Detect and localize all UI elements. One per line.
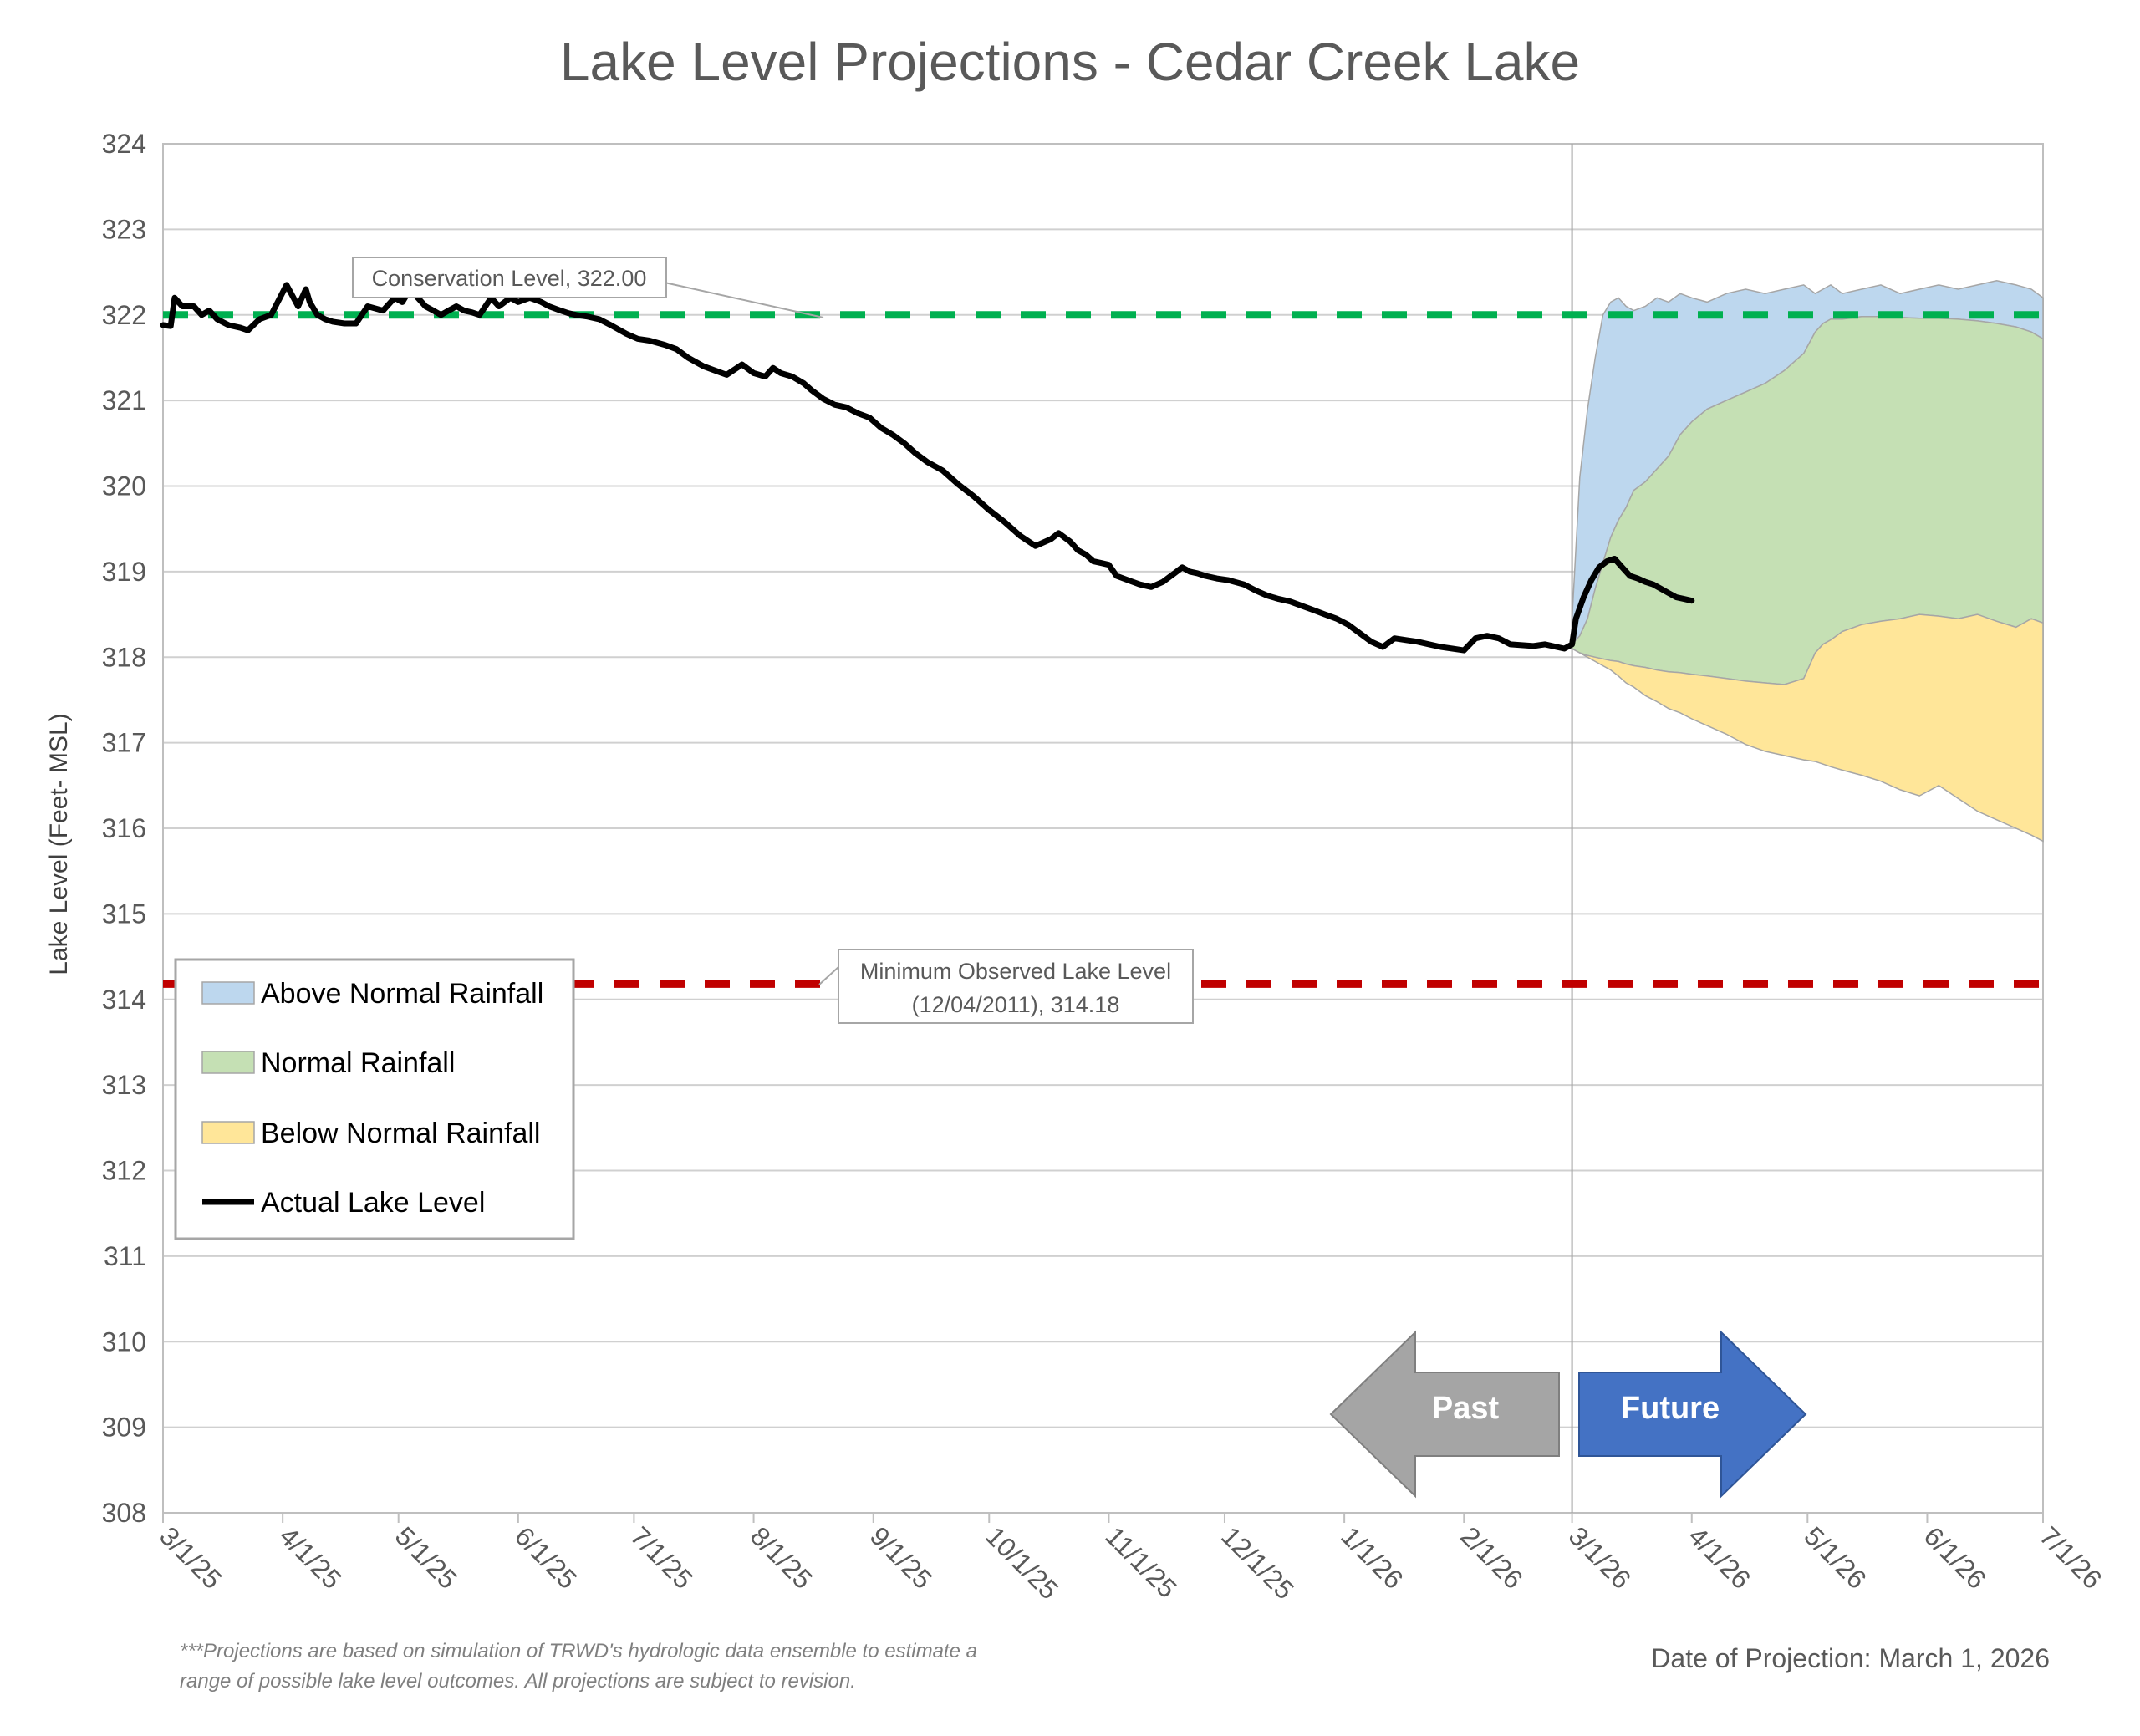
x-tick-6/1/26: 6/1/26 <box>1918 1520 1992 1594</box>
legend-swatch-below <box>201 1121 255 1144</box>
actual-lake-level-line <box>160 282 1695 654</box>
minimum-callout: Minimum Observed Lake Level (12/04/2011)… <box>818 949 1194 1024</box>
x-tick-12/1/25: 12/1/25 <box>1215 1520 1300 1605</box>
x-tick-4/1/26: 4/1/26 <box>1683 1520 1756 1594</box>
y-tick-310: 310 <box>102 1326 146 1357</box>
footnote-line2: range of possible lake level outcomes. A… <box>180 1670 856 1693</box>
x-tick-11/1/25: 11/1/25 <box>1099 1520 1182 1603</box>
chart-title: Lake Level Projections - Cedar Creek Lak… <box>560 32 1580 92</box>
x-tick-labels: 3/1/25 4/1/25 5/1/25 6/1/25 7/1/25 8/1/25 9/1/… <box>154 1513 2107 1605</box>
x-tick-3/1/26: 3/1/26 <box>1563 1520 1637 1594</box>
y-axis-label: Lake Level (Feet- MSL) <box>45 713 73 975</box>
future-label: Future <box>1621 1391 1720 1426</box>
x-tick-4/1/25: 4/1/25 <box>273 1520 347 1594</box>
y-tick-319: 319 <box>102 557 146 587</box>
y-tick-315: 315 <box>102 899 146 929</box>
minimum-label-line1: Minimum Observed Lake Level <box>860 959 1171 984</box>
y-tick-316: 316 <box>102 813 146 843</box>
x-tick-2/1/26: 2/1/26 <box>1455 1520 1528 1594</box>
y-tick-314: 314 <box>102 985 146 1015</box>
conservation-label: Conservation Level, 322.00 <box>372 266 647 291</box>
conservation-callout: Conservation Level, 322.00 <box>352 257 824 318</box>
footnote-line1: ***Projections are based on simulation o… <box>180 1640 977 1662</box>
x-tick-7/1/26: 7/1/26 <box>2034 1520 2107 1594</box>
future-arrow: Future <box>1578 1330 1807 1499</box>
y-tick-317: 317 <box>102 728 146 758</box>
y-tick-312: 312 <box>102 1156 146 1186</box>
legend: Above Normal Rainfall Normal Rainfall Be… <box>174 958 575 1240</box>
y-tick-311: 311 <box>104 1241 146 1271</box>
y-tick-313: 313 <box>102 1070 146 1100</box>
y-tick-321: 321 <box>102 385 146 415</box>
x-tick-6/1/25: 6/1/25 <box>509 1520 583 1594</box>
y-tick-322: 322 <box>102 300 146 330</box>
x-tick-3/1/25: 3/1/25 <box>154 1520 227 1594</box>
y-tick-labels: 308 309 310 311 312 313 314 315 316 317 318 319 320 3… <box>102 129 146 1528</box>
band-below-normal <box>1572 613 2044 843</box>
y-tick-309: 309 <box>102 1413 146 1443</box>
x-tick-5/1/25: 5/1/25 <box>390 1520 463 1594</box>
legend-label-above: Above Normal Rainfall <box>261 978 543 1010</box>
date-of-projection: Date of Projection: March 1, 2026 <box>1651 1643 2050 1673</box>
x-tick-9/1/25: 9/1/25 <box>864 1520 938 1594</box>
x-tick-5/1/26: 5/1/26 <box>1798 1520 1872 1594</box>
y-tick-318: 318 <box>102 642 146 672</box>
legend-label-actual: Actual Lake Level <box>261 1187 485 1219</box>
y-tick-308: 308 <box>102 1498 146 1528</box>
y-tick-320: 320 <box>102 471 146 501</box>
x-tick-10/1/25: 10/1/25 <box>980 1520 1064 1605</box>
legend-swatch-above <box>201 981 255 1005</box>
projection-bands <box>1571 144 2044 1513</box>
x-tick-1/1/26: 1/1/26 <box>1335 1520 1409 1594</box>
legend-swatch-normal <box>201 1051 255 1074</box>
legend-label-below: Below Normal Rainfall <box>261 1117 540 1149</box>
past-label: Past <box>1432 1391 1500 1426</box>
x-tick-7/1/25: 7/1/25 <box>624 1520 698 1594</box>
minimum-label-line2: (12/04/2011), 314.18 <box>912 992 1120 1017</box>
y-tick-323: 323 <box>102 214 146 244</box>
actual-series <box>160 282 1695 654</box>
y-tick-324: 324 <box>102 129 146 159</box>
past-arrow: Past <box>1329 1330 1560 1499</box>
legend-label-normal: Normal Rainfall <box>261 1047 455 1079</box>
x-tick-8/1/25: 8/1/25 <box>745 1520 818 1594</box>
